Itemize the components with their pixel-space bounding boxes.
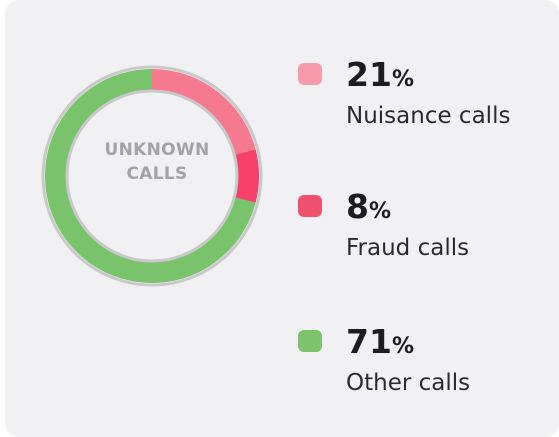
center-label: UNKNOWN CALLS bbox=[104, 140, 210, 184]
value-label: 21% bbox=[346, 55, 414, 94]
value-label: 8% bbox=[346, 187, 392, 226]
donut-segment bbox=[235, 149, 259, 203]
value-label: 71% bbox=[346, 322, 414, 361]
legend-label: Other calls bbox=[346, 370, 471, 396]
donut-segment bbox=[152, 69, 256, 155]
legend-swatch bbox=[298, 330, 322, 352]
donut-inner-border bbox=[65, 89, 239, 263]
legend-swatch bbox=[298, 195, 322, 217]
donut-chart bbox=[41, 65, 263, 287]
donut-outer-border bbox=[41, 65, 263, 287]
legend-label: Nuisance calls bbox=[346, 103, 511, 129]
legend-swatch bbox=[298, 63, 322, 85]
legend-label: Fraud calls bbox=[346, 235, 470, 261]
card: UNKNOWN CALLS 21% Nuisance calls 8% Fraud c… bbox=[5, 0, 559, 437]
